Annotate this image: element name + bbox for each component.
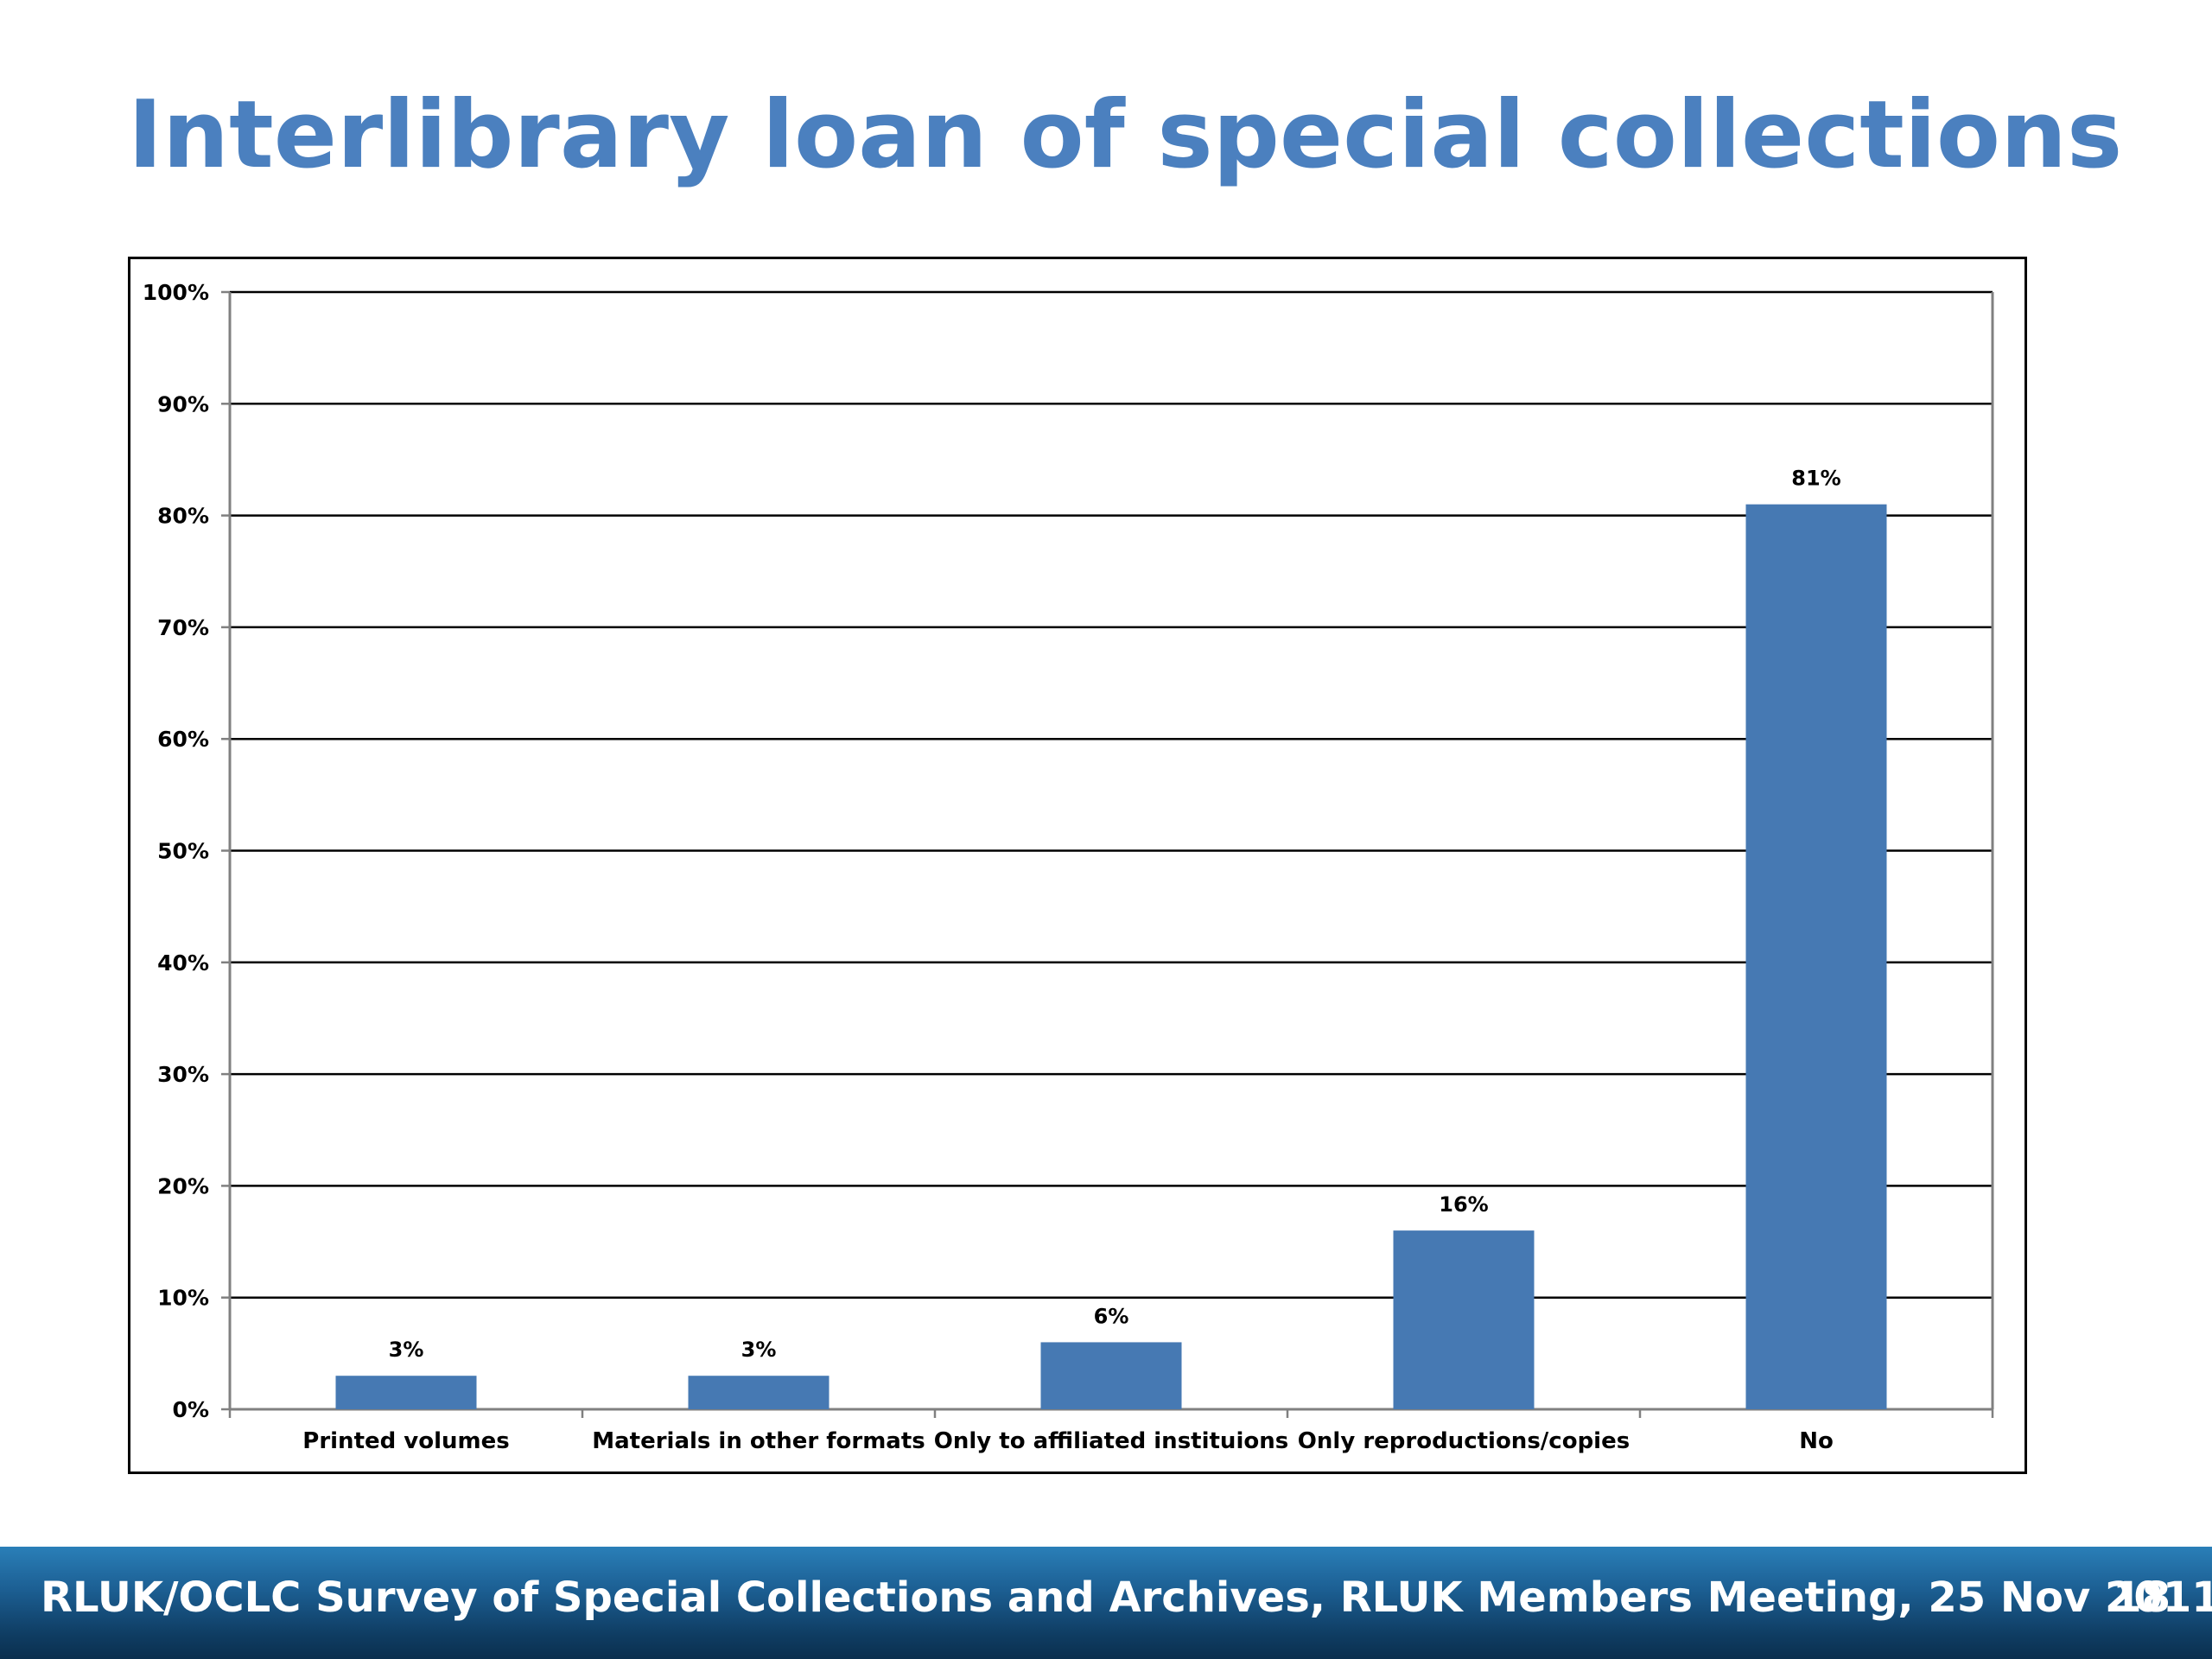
bar <box>1745 504 1887 1410</box>
y-tick-label: 60% <box>157 727 209 752</box>
y-tick-label: 40% <box>157 950 209 976</box>
y-tick-label: 80% <box>157 504 209 529</box>
x-axis: Printed volumes Materials in other format… <box>228 1408 1994 1454</box>
bar <box>1393 1230 1535 1409</box>
data-labels: 3% 3% 6% 16% 81% <box>389 467 1841 1363</box>
chart-frame <box>128 257 2027 1474</box>
bars <box>335 504 1887 1410</box>
bar <box>688 1376 830 1409</box>
bar <box>1040 1342 1182 1409</box>
x-category-label: Printed volumes <box>302 1428 509 1454</box>
x-category-label: Only to affiliated instituions <box>934 1428 1288 1454</box>
y-tick-label: 0% <box>173 1397 209 1422</box>
bar <box>335 1376 477 1409</box>
y-tick-label: 70% <box>157 615 209 640</box>
slide-title: Interlibrary loan of special collections <box>128 81 2123 189</box>
data-label: 16% <box>1439 1192 1488 1217</box>
x-category-label: Materials in other formats <box>592 1428 925 1454</box>
y-tick-label: 50% <box>157 839 209 864</box>
footer-text: RLUK/OCLC Survey of Special Collections … <box>41 1573 2212 1622</box>
y-tick-label: 10% <box>157 1286 209 1311</box>
y-tick-label: 90% <box>157 391 209 416</box>
footer-bar: RLUK/OCLC Survey of Special Collections … <box>0 1547 2212 1659</box>
y-tick-label: 30% <box>157 1062 209 1087</box>
data-label: 3% <box>741 1338 777 1362</box>
x-category-label: Only reproductions/copies <box>1298 1428 1630 1454</box>
y-axis: 0% 10% 20% 30% 40% 50% 60% 70% 80% 90% 100% <box>143 280 1994 1422</box>
y-tick-label: 100% <box>143 280 209 305</box>
y-tick-label: 20% <box>157 1173 209 1198</box>
page-number: 18 <box>2113 1573 2171 1622</box>
data-label: 6% <box>1094 1304 1129 1328</box>
data-label: 3% <box>389 1338 424 1362</box>
grid-lines <box>230 290 1993 1411</box>
x-category-label: No <box>1799 1428 1834 1454</box>
data-label: 81% <box>1791 467 1840 491</box>
